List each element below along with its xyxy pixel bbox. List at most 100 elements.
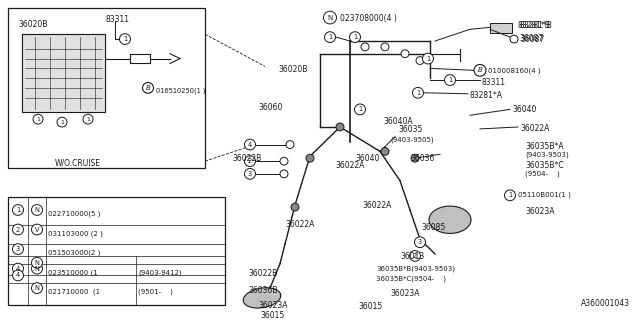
Text: 1: 1 [508, 192, 512, 198]
Text: 2: 2 [248, 158, 252, 164]
Circle shape [83, 114, 93, 124]
Circle shape [57, 117, 67, 127]
Circle shape [381, 148, 389, 155]
Text: 36040: 36040 [355, 154, 380, 163]
Text: N: N [35, 266, 40, 272]
Text: 36085: 36085 [421, 223, 445, 232]
Text: 83311: 83311 [482, 78, 506, 87]
Text: 36060: 36060 [258, 102, 282, 112]
Text: 1: 1 [426, 56, 430, 62]
Circle shape [504, 190, 515, 201]
Polygon shape [22, 34, 105, 112]
Text: W/O.CRUISE: W/O.CRUISE [55, 158, 101, 167]
Text: 36023A: 36023A [525, 207, 554, 216]
Text: 2: 2 [413, 253, 417, 259]
Circle shape [401, 50, 409, 58]
Text: 021710000  (1: 021710000 (1 [48, 289, 100, 295]
Text: 36035B*C: 36035B*C [525, 161, 564, 170]
Circle shape [31, 224, 42, 235]
Text: 2: 2 [16, 227, 20, 233]
Text: 36087: 36087 [520, 35, 544, 44]
Text: 36036B: 36036B [248, 286, 278, 295]
Circle shape [244, 156, 255, 166]
Text: 3: 3 [16, 246, 20, 252]
Text: (9403-9412): (9403-9412) [138, 269, 182, 276]
Text: 36015: 36015 [358, 302, 382, 311]
Circle shape [381, 43, 389, 51]
Text: N: N [328, 15, 333, 20]
Text: 36035B*A: 36035B*A [525, 142, 564, 151]
Text: 36015: 36015 [260, 311, 284, 320]
Text: 36036: 36036 [410, 154, 435, 163]
Circle shape [286, 141, 294, 148]
Circle shape [31, 263, 42, 274]
Circle shape [411, 154, 419, 162]
Text: 1: 1 [328, 34, 332, 40]
Circle shape [280, 170, 288, 178]
Text: 4: 4 [16, 272, 20, 278]
Circle shape [323, 11, 337, 24]
Text: 83281*B: 83281*B [518, 21, 551, 30]
Text: 3: 3 [418, 239, 422, 245]
Circle shape [510, 35, 518, 43]
Text: 1: 1 [416, 90, 420, 96]
Text: 36035B*B(9403-9503): 36035B*B(9403-9503) [376, 266, 455, 272]
Circle shape [349, 32, 360, 43]
Circle shape [415, 237, 426, 248]
Text: 36023A: 36023A [390, 289, 419, 298]
Text: 36022A: 36022A [520, 124, 549, 133]
Text: N: N [35, 260, 40, 266]
Circle shape [33, 114, 43, 124]
Text: 1: 1 [36, 117, 40, 122]
Circle shape [31, 257, 42, 268]
Circle shape [13, 204, 24, 215]
Text: B: B [477, 67, 483, 73]
Circle shape [13, 263, 24, 274]
Circle shape [410, 251, 420, 261]
Text: 83281*A: 83281*A [470, 91, 503, 100]
Circle shape [13, 224, 24, 235]
Circle shape [422, 53, 433, 64]
Text: 023510000 (1: 023510000 (1 [48, 269, 98, 276]
Text: 36020B: 36020B [18, 20, 47, 28]
Text: 36020B: 36020B [278, 65, 307, 75]
Text: 051503000(2 ): 051503000(2 ) [48, 250, 100, 256]
Text: 016510250(1 ): 016510250(1 ) [156, 88, 205, 94]
Circle shape [474, 64, 486, 76]
Text: 36022A: 36022A [335, 161, 364, 170]
Circle shape [445, 75, 456, 85]
Circle shape [31, 283, 42, 293]
Text: 36040: 36040 [512, 106, 536, 115]
Text: 010008160(4 ): 010008160(4 ) [488, 67, 541, 74]
Circle shape [31, 204, 42, 215]
Bar [8, 197, 225, 305]
Ellipse shape [429, 206, 471, 233]
Circle shape [306, 154, 314, 162]
Text: 83311: 83311 [105, 15, 129, 24]
Text: 1: 1 [16, 207, 20, 213]
Text: A360001043: A360001043 [581, 299, 630, 308]
Text: (9403-9505): (9403-9505) [390, 137, 434, 143]
Text: 1: 1 [353, 34, 357, 40]
Text: 1: 1 [448, 77, 452, 83]
Text: 1: 1 [60, 120, 64, 124]
Text: 36087: 36087 [519, 34, 543, 43]
Text: 36022B: 36022B [232, 154, 261, 163]
Text: 022710000(5 ): 022710000(5 ) [48, 211, 100, 217]
Ellipse shape [243, 288, 281, 308]
Text: 36022A: 36022A [285, 220, 314, 229]
Text: (9501-    ): (9501- ) [138, 289, 173, 295]
Circle shape [13, 270, 24, 281]
Circle shape [280, 157, 288, 165]
Text: 83281*B: 83281*B [519, 21, 552, 30]
Text: 4: 4 [248, 141, 252, 148]
Bar [8, 8, 205, 168]
Text: V: V [35, 227, 39, 233]
Circle shape [13, 244, 24, 254]
Bar [490, 23, 512, 33]
Circle shape [361, 43, 369, 51]
Text: B: B [146, 85, 150, 91]
Text: 3: 3 [248, 171, 252, 177]
Circle shape [416, 57, 424, 64]
Text: 36022B: 36022B [248, 268, 277, 277]
